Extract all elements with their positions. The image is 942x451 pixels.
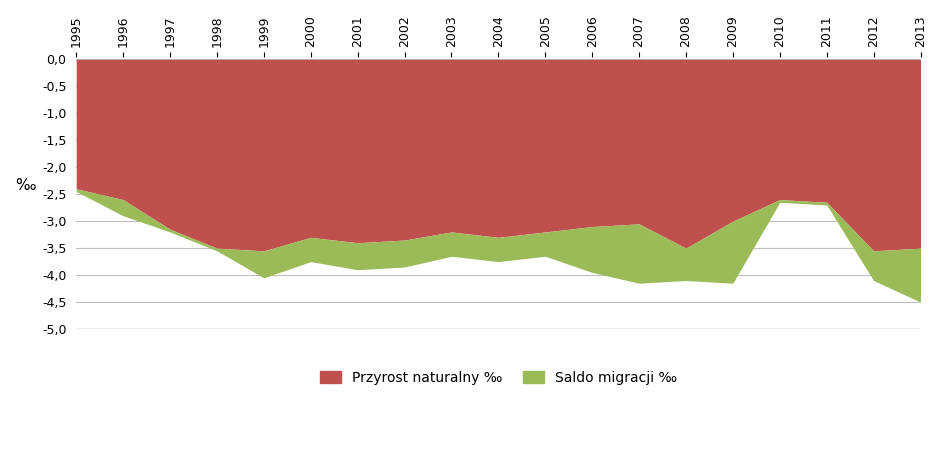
Y-axis label: ‰: ‰ bbox=[15, 178, 36, 193]
Legend: Przyrost naturalny ‰, Saldo migracji ‰: Przyrost naturalny ‰, Saldo migracji ‰ bbox=[315, 365, 683, 390]
